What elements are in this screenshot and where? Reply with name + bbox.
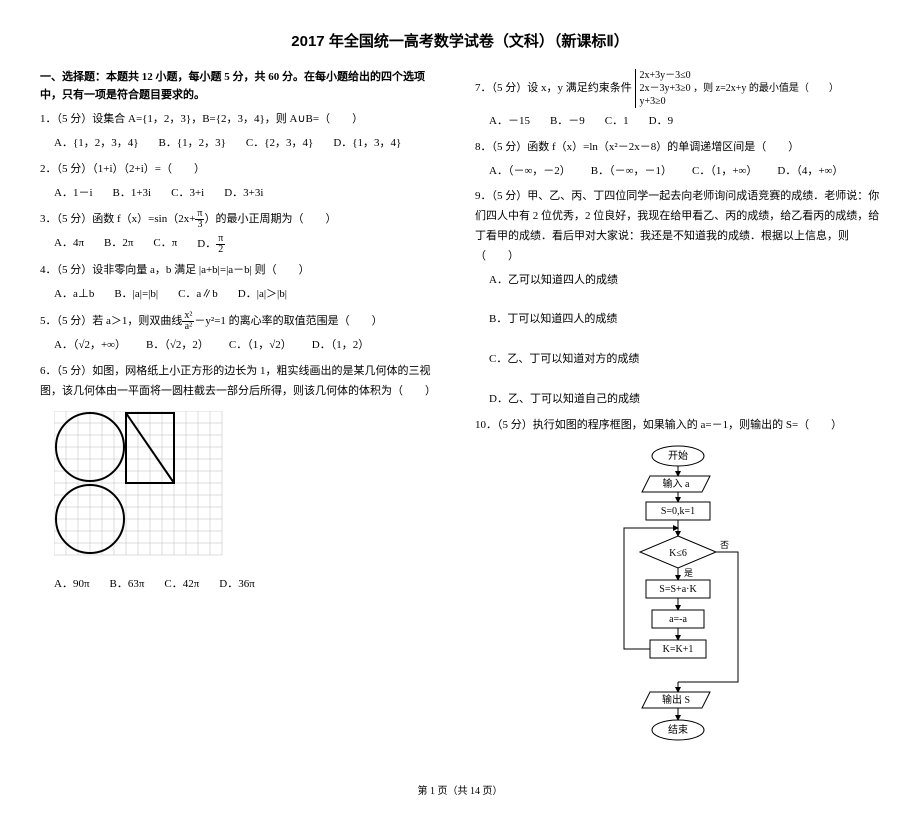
q9-opt-d: D．乙、丁可以知道自己的成绩 <box>489 390 677 410</box>
page-footer: 第 1 页（共 14 页） <box>40 782 880 797</box>
q6-figure <box>54 411 224 561</box>
q5-opt-d: D．（1，2） <box>312 336 369 356</box>
left-column: 一、选择题：本题共 12 小题，每小题 5 分，共 60 分。在每小题给出的四个… <box>40 63 445 762</box>
svg-text:S=0,k=1: S=0,k=1 <box>660 506 694 517</box>
q3-opt-c: C．π <box>153 234 177 255</box>
question-5: 5．（5 分）若 a＞1，则双曲线x²a²－y²=1 的离心率的取值范围是（ ）… <box>40 311 445 356</box>
columns: 一、选择题：本题共 12 小题，每小题 5 分，共 60 分。在每小题给出的四个… <box>40 63 880 762</box>
q1-stem: 1．（5 分）设集合 A={1，2，3}，B={2，3，4}，则 A∪B=（ ） <box>40 110 445 130</box>
q1-opt-b: B．{1，2，3} <box>159 134 226 154</box>
q3-opt-b: B．2π <box>104 234 133 255</box>
q7-opt-a: A．－15 <box>489 112 530 132</box>
right-column: 7．（5 分）设 x，y 满足约束条件 2x+3y－3≤0 2x－3y+3≥0 … <box>475 63 880 762</box>
q5-opt-a: A．（√2，+∞） <box>54 336 126 356</box>
q10-stem: 10．（5 分）执行如图的程序框图，如果输入的 a=－1，则输出的 S=（ ） <box>475 416 880 436</box>
q8-opt-a: A．（－∞，－2） <box>489 162 571 182</box>
q2-opt-d: D．3+3i <box>224 184 263 204</box>
q4-opt-a: A．a⊥b <box>54 285 94 305</box>
question-9: 9．（5 分）甲、乙、丙、丁四位同学一起去向老师询问成语竞赛的成绩．老师说：你们… <box>475 187 880 409</box>
q6-opt-d: D．36π <box>219 575 255 595</box>
q6-opt-c: C．42π <box>164 575 199 595</box>
svg-text:K≤6: K≤6 <box>669 548 687 559</box>
q7-opt-d: D．9 <box>649 112 673 132</box>
question-8: 8．（5 分）函数 f（x）=ln（x²－2x－8）的单调递增区间是（ ） A．… <box>475 138 880 182</box>
q3-opt-a: A．4π <box>54 234 84 255</box>
q1-opt-a: A．{1，2，3，4} <box>54 134 139 154</box>
svg-text:a=-a: a=-a <box>669 614 687 625</box>
question-6: 6．（5 分）如图，网格纸上小正方形的边长为 1，粗实线画出的是某几何体的三视图… <box>40 362 445 595</box>
q5-opt-c: C．（1，√2） <box>229 336 292 356</box>
q3-stem-right: ）的最小正周期为（ ） <box>204 213 336 225</box>
q9-opt-b: B．丁可以知道四人的成绩 <box>489 310 677 330</box>
q3-opt-d: D．π2 <box>197 234 225 255</box>
q7-brace: 2x+3y－3≤0 2x－3y+3≥0 ，则 z=2x+y 的最小值是（ ） y… <box>635 69 839 108</box>
q8-opt-d: D．（4，+∞） <box>777 162 843 182</box>
question-2: 2．（5 分）（1+i）（2+i）=（ ） A．1－i B．1+3i C．3+i… <box>40 160 445 204</box>
exam-title: 2017 年全国统一高考数学试卷（文科）（新课标Ⅱ） <box>40 30 880 51</box>
svg-text:否: 否 <box>720 540 729 550</box>
q1-opt-d: D．{1，3，4} <box>333 134 401 154</box>
question-4: 4．（5 分）设非零向量 a，b 满足 |a+b|=|a－b| 则（ ） A．a… <box>40 261 445 305</box>
q9-stem: 9．（5 分）甲、乙、丙、丁四位同学一起去向老师询问成语竞赛的成绩．老师说：你们… <box>475 187 880 266</box>
q8-opt-b: B．（－∞，－1） <box>591 162 672 182</box>
q9-opt-c: C．乙、丁可以知道对方的成绩 <box>489 350 677 370</box>
q5-opt-b: B．（√2，2） <box>146 336 209 356</box>
q4-opt-b: B．|a|=|b| <box>114 285 158 305</box>
q6-opt-a: A．90π <box>54 575 90 595</box>
q9-opt-a: A．乙可以知道四人的成绩 <box>489 271 677 291</box>
q2-opt-b: B．1+3i <box>113 184 152 204</box>
svg-text:输出 S: 输出 S <box>661 693 689 706</box>
question-1: 1．（5 分）设集合 A={1，2，3}，B={2，3，4}，则 A∪B=（ ）… <box>40 110 445 154</box>
q4-opt-c: C．a∥b <box>178 285 218 305</box>
question-7: 7．（5 分）设 x，y 满足约束条件 2x+3y－3≤0 2x－3y+3≥0 … <box>475 69 880 132</box>
q6-stem: 6．（5 分）如图，网格纸上小正方形的边长为 1，粗实线画出的是某几何体的三视图… <box>40 362 445 402</box>
q7-opt-c: C．1 <box>605 112 629 132</box>
q6-opt-b: B．63π <box>110 575 145 595</box>
q2-opt-a: A．1－i <box>54 184 93 204</box>
q4-stem: 4．（5 分）设非零向量 a，b 满足 |a+b|=|a－b| 则（ ） <box>40 261 445 281</box>
svg-text:开始: 开始 <box>668 449 688 462</box>
question-10: 10．（5 分）执行如图的程序框图，如果输入的 a=－1，则输出的 S=（ ） … <box>475 416 880 754</box>
svg-text:S=S+a·K: S=S+a·K <box>659 584 697 595</box>
q7-stem: 7．（5 分）设 x，y 满足约束条件 2x+3y－3≤0 2x－3y+3≥0 … <box>475 69 880 108</box>
q8-stem: 8．（5 分）函数 f（x）=ln（x²－2x－8）的单调递增区间是（ ） <box>475 138 880 158</box>
svg-text:输入 a: 输入 a <box>662 477 690 490</box>
svg-text:K=K+1: K=K+1 <box>662 644 693 655</box>
q8-opt-c: C．（1，+∞） <box>692 162 757 182</box>
q10-flowchart: 开始 输入 a S=0,k=1 K≤6 是 否 S=S+a·K <box>588 444 768 754</box>
q1-opt-c: C．{2，3，4} <box>246 134 313 154</box>
svg-text:是: 是 <box>684 568 693 578</box>
q5-stem: 5．（5 分）若 a＞1，则双曲线x²a²－y²=1 的离心率的取值范围是（ ） <box>40 311 445 332</box>
q5-stem-left: 5．（5 分）若 a＞1，则双曲线 <box>40 315 182 327</box>
q3-stem-left: 3．（5 分）函数 f（x）=sin（2x+ <box>40 213 195 225</box>
q5-frac: x²a² <box>182 311 194 332</box>
q2-opt-c: C．3+i <box>171 184 204 204</box>
svg-text:结束: 结束 <box>668 723 688 736</box>
q4-opt-d: D．|a|＞|b| <box>238 285 287 305</box>
section-heading: 一、选择题：本题共 12 小题，每小题 5 分，共 60 分。在每小题给出的四个… <box>40 69 445 104</box>
q5-stem-right: －y²=1 的离心率的取值范围是（ ） <box>194 315 382 327</box>
q2-stem: 2．（5 分）（1+i）（2+i）=（ ） <box>40 160 445 180</box>
question-3: 3．（5 分）函数 f（x）=sin（2x+π3）的最小正周期为（ ） A．4π… <box>40 209 445 255</box>
q3-stem: 3．（5 分）函数 f（x）=sin（2x+π3）的最小正周期为（ ） <box>40 209 445 230</box>
q7-opt-b: B．－9 <box>550 112 585 132</box>
